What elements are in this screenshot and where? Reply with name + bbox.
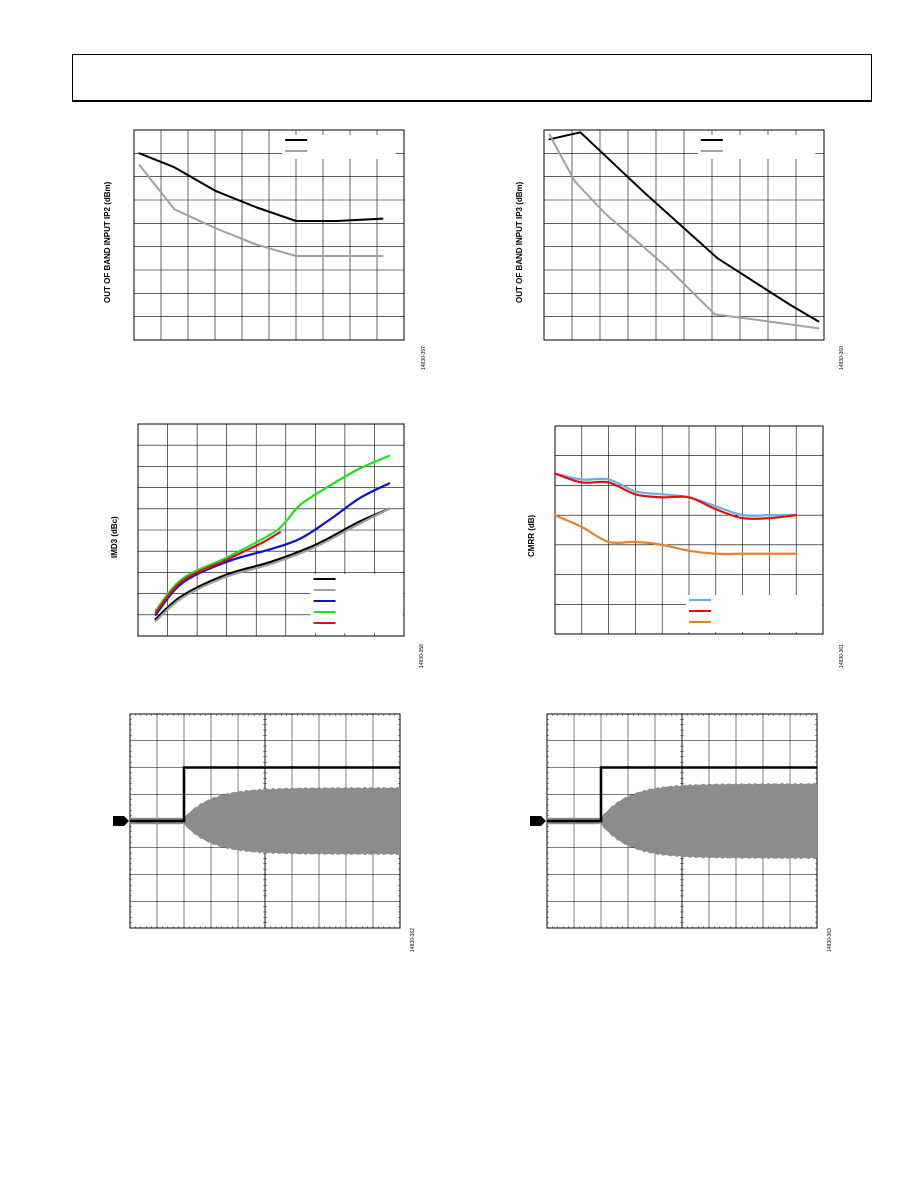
series-line-gray xyxy=(154,507,391,623)
gridlines xyxy=(544,130,824,340)
chart1-ip2-plot xyxy=(133,129,405,341)
series-line-black xyxy=(154,507,391,621)
series-line-red xyxy=(154,531,281,614)
series-line-gray xyxy=(548,133,820,330)
step-trace xyxy=(547,766,817,823)
plot-frame xyxy=(543,129,825,341)
gridlines xyxy=(134,130,404,340)
plot-frame xyxy=(137,423,405,637)
ground-marker-arrow xyxy=(113,816,129,826)
series-line-lightblue xyxy=(553,472,798,517)
plot-frame xyxy=(133,129,405,341)
chart2-y-axis-label: OUT OF BAND INPUT IP3 (dBm) xyxy=(515,181,524,303)
chart3-y-axis-label: IMD3 (dBc) xyxy=(110,516,119,558)
chart6-figure-id: 14830-363 xyxy=(827,928,833,952)
chart1-y-axis-label: OUT OF BAND INPUT IP2 (dBm) xyxy=(103,181,112,303)
ground-marker-arrow xyxy=(530,816,546,826)
chart5-figure-id: 14830-362 xyxy=(410,928,416,952)
plot-frame xyxy=(554,425,824,635)
chart4-cmrr-plot xyxy=(553,425,824,635)
series-line-black xyxy=(138,152,384,222)
series-line-gray xyxy=(138,164,384,257)
chart3-figure-id: 14830-358 xyxy=(419,644,425,668)
burst-envelope xyxy=(130,786,400,856)
chart1-figure-id: 14830-357 xyxy=(421,346,427,370)
series-line-red xyxy=(553,472,798,520)
series-line-orange xyxy=(553,514,798,556)
chart2-figure-id: 14830-360 xyxy=(839,346,845,370)
legend-box xyxy=(310,574,403,633)
chart5-scope-plot xyxy=(113,713,401,929)
legend-box xyxy=(282,135,396,159)
legend-box xyxy=(697,135,816,159)
chart4-figure-id: 14830-361 xyxy=(839,644,845,668)
page-header-box xyxy=(72,54,872,102)
burst-envelope xyxy=(547,782,817,860)
series-line-black xyxy=(548,131,820,323)
chart4-y-axis-label: CMRR (dB) xyxy=(527,514,536,557)
series-line-blue xyxy=(154,482,391,616)
step-trace xyxy=(130,766,400,823)
chart3-imd3-plot xyxy=(137,423,405,637)
chart2-ip3-plot xyxy=(543,129,825,341)
series-line-green xyxy=(154,454,391,612)
chart6-scope-plot xyxy=(530,713,818,929)
legend-box xyxy=(686,595,822,632)
